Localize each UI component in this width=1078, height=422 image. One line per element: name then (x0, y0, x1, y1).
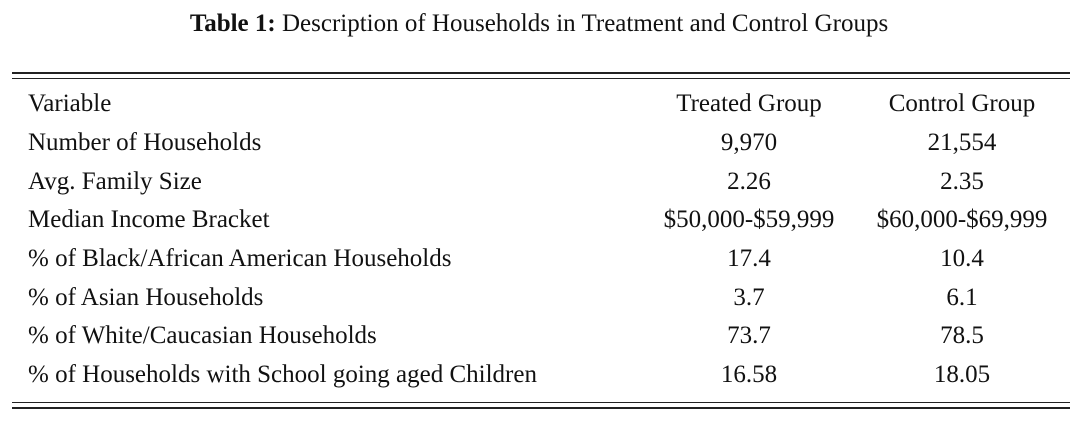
variable-cell: Number of Households (28, 129, 262, 157)
control-cell: 18.05 (933, 361, 991, 389)
table-row: Median Income Bracket $50,000-$59,999 $6… (12, 201, 1070, 240)
bottom-rule-thick (12, 407, 1070, 409)
header-control-group: Control Group (888, 90, 1036, 118)
control-cell: 21,554 (927, 129, 997, 157)
treated-cell: 2.26 (727, 167, 771, 195)
treated-cell: $50,000-$59,999 (663, 206, 835, 234)
treated-cell: 9,970 (720, 129, 778, 157)
table-row: % of Black/African American Households 1… (12, 240, 1070, 279)
households-table: Variable Treated Group Control Group Num… (12, 85, 1070, 395)
variable-cell: Avg. Family Size (28, 167, 202, 195)
variable-cell: % of Asian Households (28, 283, 264, 311)
variable-cell: % of Black/African American Households (28, 245, 452, 273)
table-caption: Table 1: Description of Households in Tr… (0, 7, 1078, 41)
header-treated-group: Treated Group (676, 90, 822, 118)
caption-label: Table 1: (189, 10, 276, 37)
header-row: Variable Treated Group Control Group (12, 85, 1070, 124)
control-cell: 78.5 (940, 322, 984, 350)
variable-cell: % of Households with School going aged C… (28, 361, 537, 389)
treated-cell: 17.4 (727, 245, 771, 273)
control-cell: 10.4 (940, 245, 984, 273)
control-cell: 6.1 (946, 283, 978, 311)
caption-text: Description of Households in Treatment a… (281, 10, 889, 37)
control-cell: $60,000-$69,999 (876, 206, 1048, 234)
table-row: % of White/Caucasian Households 73.7 78.… (12, 317, 1070, 356)
table-row: Number of Households 9,970 21,554 (12, 124, 1070, 163)
table-row: % of Households with School going aged C… (12, 356, 1070, 395)
header-variable: Variable (28, 90, 112, 118)
top-rule-thin (12, 78, 1070, 79)
bottom-rule-thin (12, 402, 1070, 403)
variable-cell: Median Income Bracket (28, 206, 270, 234)
treated-cell: 16.58 (720, 361, 778, 389)
treated-cell: 73.7 (727, 322, 771, 350)
table-row: % of Asian Households 3.7 6.1 (12, 278, 1070, 317)
control-cell: 2.35 (940, 167, 984, 195)
variable-cell: % of White/Caucasian Households (28, 322, 377, 350)
table-row: Avg. Family Size 2.26 2.35 (12, 162, 1070, 201)
treated-cell: 3.7 (733, 283, 765, 311)
top-rule-thick (12, 72, 1070, 74)
